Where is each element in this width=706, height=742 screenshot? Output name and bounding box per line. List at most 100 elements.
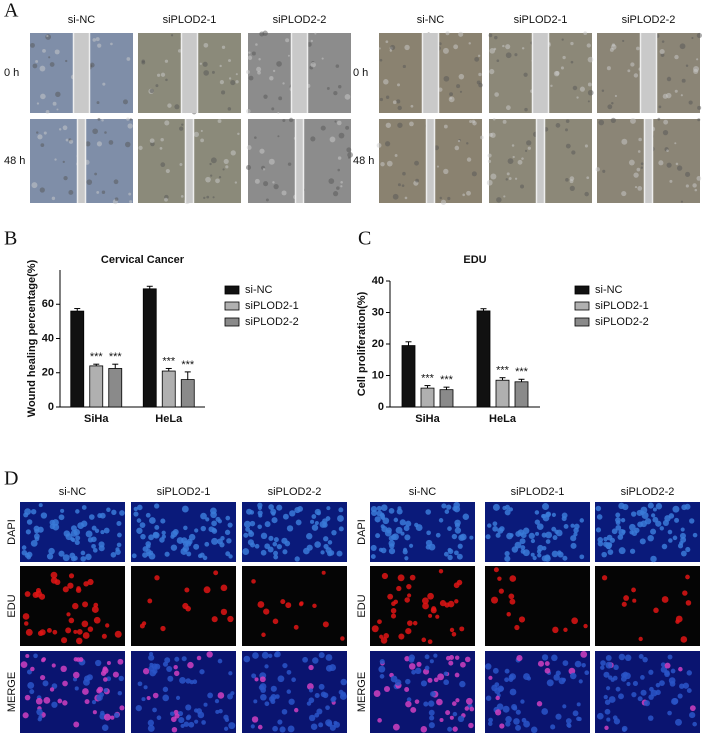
cell-texture [507,158,514,165]
nucleus [281,708,288,715]
nucleus [606,534,613,541]
cell-texture [523,72,528,77]
wound-gap [536,119,545,203]
cell-texture [622,39,625,43]
cell-texture [177,49,182,53]
y-tick-label: 0 [378,401,384,413]
nucleus [660,666,667,673]
nucleus [76,629,83,635]
nucleus [404,597,410,603]
nucleus [308,688,314,693]
cell-texture [203,42,209,48]
nucleus [517,529,525,536]
nucleus [563,524,569,529]
nucleus [435,614,440,619]
nucleus [497,576,502,581]
nucleus [615,524,622,531]
nucleus [412,620,418,626]
cell-texture [496,59,500,63]
nucleus [115,547,120,552]
cell-texture [258,58,261,61]
nucleus [414,699,420,704]
cell-texture [219,64,222,68]
nucleus [375,533,381,539]
nucleus [34,536,40,542]
nucleus [203,702,208,707]
nucleus [487,523,492,528]
cell-texture [569,179,574,184]
nucleus [254,677,259,682]
cell-texture [125,141,131,148]
cell-texture [218,175,222,179]
nucleus [638,654,644,659]
cell-texture [572,85,578,91]
nucleus [541,654,549,661]
cell-texture [633,73,639,78]
cell-texture [52,101,57,106]
cell-texture [584,191,589,197]
nucleus [214,698,220,704]
nucleus [405,678,411,685]
nucleus [251,673,257,679]
legend-swatch [574,317,590,327]
nucleus [680,527,685,532]
nucleus [81,620,89,628]
nucleus [370,554,376,560]
cell-texture [506,172,510,176]
nucleus [82,632,90,639]
nucleus [133,511,139,517]
nucleus [69,552,76,559]
column-header: siPLOD2-1 [157,486,211,498]
nucleus [505,721,511,727]
nucleus [637,696,643,702]
wound-gap [644,119,653,203]
nucleus [447,554,453,561]
nucleus [200,525,207,532]
nucleus [112,671,119,678]
nucleus [449,715,454,720]
wound-gap [295,119,304,203]
nucleus [504,668,510,674]
nucleus [552,535,558,541]
cell-texture [329,136,336,143]
cell-texture [287,162,292,166]
nucleus [516,655,523,662]
nucleus [615,512,621,518]
nucleus [655,503,663,510]
nucleus [530,726,538,734]
nucleus [167,675,174,682]
bar [439,389,454,408]
nucleus [245,526,251,532]
nucleus [603,541,609,547]
nucleus [682,682,690,689]
cell-texture [697,118,701,122]
nucleus [563,627,568,632]
cell-texture [466,142,469,145]
cell-texture [209,162,212,166]
nucleus [457,715,465,723]
nucleus [51,663,56,668]
cell-texture [265,198,269,202]
panel-label: B [4,228,17,250]
nucleus [681,504,688,511]
nucleus [444,509,450,514]
nucleus [325,665,333,672]
nucleus [329,724,336,731]
nucleus [306,544,313,551]
nucleus [106,661,111,666]
cell-texture [550,84,553,88]
cell-texture [39,65,46,72]
cell-texture [524,149,528,153]
cell-texture [636,46,640,51]
nucleus [251,716,259,723]
nucleus [217,538,223,545]
nucleus [217,658,223,664]
nucleus [223,714,229,720]
cell-texture [86,179,93,185]
cell-texture [383,79,389,85]
nucleus [562,660,569,666]
cell-texture [246,109,251,114]
fluorescence-image [242,566,347,646]
legend-label: siPLOD2-1 [595,300,649,312]
nucleus [318,722,324,728]
